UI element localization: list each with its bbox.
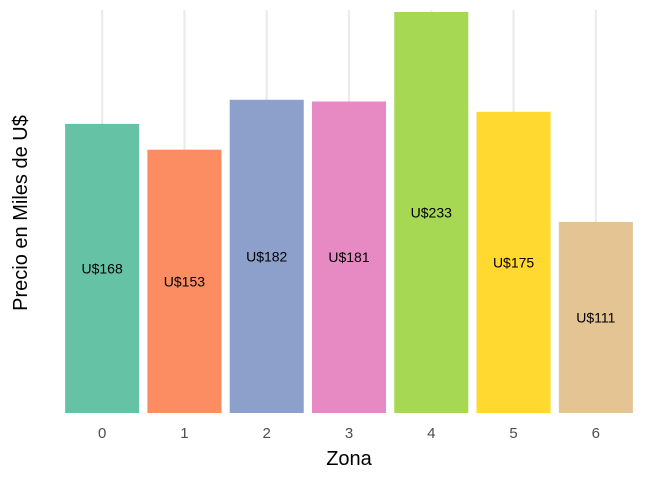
bar-zona-2 bbox=[229, 99, 304, 414]
bars bbox=[65, 12, 633, 414]
bar-zona-6 bbox=[558, 221, 633, 413]
x-tick-label: 5 bbox=[509, 425, 517, 442]
data-label-zona-0: U$168 bbox=[82, 260, 123, 276]
y-axis-title: Precio en Miles de U$ bbox=[10, 115, 32, 311]
bar-zona-4 bbox=[394, 12, 469, 413]
data-label-zona-4: U$233 bbox=[411, 205, 452, 221]
bar-zona-0 bbox=[65, 123, 140, 414]
data-labels: U$168 U$153 U$182 U$181 U$233 U$175 U$111 bbox=[82, 205, 616, 326]
bar-zona-1 bbox=[147, 149, 222, 413]
x-axis-title: Zona bbox=[326, 448, 372, 470]
data-label-zona-6: U$111 bbox=[576, 309, 615, 325]
data-label-zona-1: U$153 bbox=[164, 273, 205, 289]
data-label-zona-2: U$182 bbox=[246, 248, 287, 264]
x-tick-label: 4 bbox=[427, 425, 435, 442]
x-axis-ticks: 0 1 2 3 4 5 6 bbox=[98, 425, 600, 442]
bar-zona-5 bbox=[476, 111, 551, 414]
x-tick-label: 6 bbox=[592, 425, 600, 442]
x-tick-label: 1 bbox=[180, 425, 188, 442]
x-tick-label: 2 bbox=[263, 425, 271, 442]
x-tick-label: 0 bbox=[98, 425, 106, 442]
x-tick-label: 3 bbox=[345, 425, 353, 442]
data-label-zona-5: U$175 bbox=[493, 254, 534, 270]
data-label-zona-3: U$181 bbox=[328, 249, 369, 265]
bar-zona-3 bbox=[311, 101, 387, 413]
